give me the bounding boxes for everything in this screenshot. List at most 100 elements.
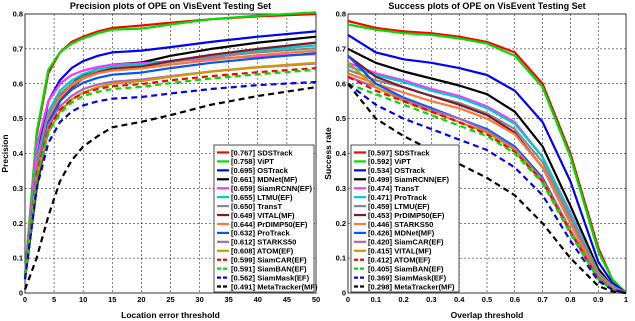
chart-title: Success plots of OPE on VisEvent Testing… [388,1,585,11]
x-tick-label: 15 [108,295,116,304]
legend-entry: [0.474] TransT [368,184,419,193]
y-tick-label: 0.1 [13,254,23,263]
legend-score: [0.591] [231,264,256,273]
y-axis-label: Precision [0,134,10,172]
legend-entry: [0.471] ProTrack [368,193,427,202]
legend-entry: [0.415] VITAL(MF) [368,247,432,256]
y-tick-label: 0.8 [13,10,23,19]
x-tick-label: 20 [137,295,145,304]
legend-name: SiamMask(EF) [394,273,446,282]
y-tick-label: 0.3 [13,184,23,193]
x-tick-label: 0 [346,295,350,304]
legend-name: SiamMask(EF) [257,273,309,282]
series-line-siamrcnn-ef- [23,53,317,276]
legend-entry: [0.499] SiamRCNN(EF) [368,175,450,184]
y-tick-label: 0 [342,289,346,298]
legend-name: MetaTracker(MF) [394,282,455,291]
legend-name: STARKS50 [394,220,433,229]
legend-score: [0.608] [231,247,256,256]
legend-entry: [0.597] SDSTrack [368,148,430,157]
legend-score: [0.597] [368,148,393,157]
legend-name: SiamRCNN(EF) [394,175,449,184]
chart-panel-2: 0 0.1 0.2 0.3 0.4 0.5 0.6 0.7 0.8 0.9 1 0 0.1 0.2 0.3 0… [323,1,628,320]
series-line-siammask-ef- [23,80,317,280]
legend-score: [0.650] [231,202,256,211]
legend-entry: [0.612] STARKS50 [231,238,296,247]
x-tick-label: 0.7 [537,295,547,304]
series-line-siamban-ef- [23,68,317,276]
legend-score: [0.474] [368,184,393,193]
series-line-atom-ef- [347,75,627,295]
legend-entry: [0.534] OSTrack [368,166,426,175]
x-tick-label: 5 [52,295,56,304]
legend-score: [0.426] [368,229,393,238]
y-tick-label: 0.4 [13,149,24,158]
x-tick-label: 0.9 [593,295,603,304]
legend-score: [0.298] [368,282,393,291]
y-tick-label: 0.3 [336,184,346,193]
legend-entry: [0.491] MetaTracker(MF) [231,282,318,291]
y-tick-label: 0.5 [336,114,346,123]
legend-entry: [0.661] MDNet(MF) [231,175,298,184]
chart-panel-1: 0 5 10 15 20 25 30 35 40 45 50 0 0.1 0.2 0.3 0.4 0.5 0.6 0… [0,1,320,320]
x-tick-label: 35 [225,295,233,304]
legend-entry: [0.420] SiamCAR(EF) [368,238,444,247]
legend-name: SiamBAN(EF) [257,264,307,273]
legend-entry: [0.591] SiamBAN(EF) [231,264,307,273]
series-line-siamrcnn-ef- [347,47,627,294]
series-line-sdstrack [347,19,627,294]
legend-entry: [0.412] ATOM(EF) [368,256,431,265]
legend-name: MetaTracker(MF) [257,282,318,291]
series-line-siamcar-ef- [23,67,317,276]
legend-name: ATOM(EF) [394,256,431,265]
y-tick-label: 0.7 [336,44,346,53]
x-axis-label: Location error threshold [121,310,220,320]
legend-score: [0.632] [231,229,256,238]
legend-entry: [0.298] MetaTracker(MF) [368,282,455,291]
legend-entry: [0.644] PrDIMP50(EF) [231,220,308,229]
legend-entry: [0.650] TransT [231,202,282,211]
legend-score: [0.599] [231,256,256,265]
legend-name: MDNet(MF) [257,175,298,184]
legend-entry: [0.695] OSTrack [231,166,289,175]
legend-name: MDNet(MF) [394,229,435,238]
legend-score: [0.562] [231,273,256,282]
x-tick-label: 30 [195,295,203,304]
legend-entry: [0.459] LTMU(EF) [368,202,430,211]
y-tick-label: 0.2 [13,219,23,228]
legend-name: STARKS50 [257,238,296,247]
legend-entry: [0.655] LTMU(EF) [231,193,293,202]
legend-score: [0.405] [368,264,393,273]
x-tick-label: 10 [79,295,87,304]
legend-name: TransT [257,202,282,211]
legend-name: LTMU(EF) [394,202,430,211]
legend-score: [0.659] [231,184,256,193]
x-tick-label: 25 [166,295,174,304]
y-axis-label: Success rate [323,127,333,180]
x-tick-label: 1 [624,295,628,304]
series-line-vipt [23,11,317,276]
legend-name: PrDIMP50(EF) [257,220,308,229]
legend-entry: [0.659] SiamRCNN(EF) [231,184,313,193]
y-tick-label: 0.2 [336,219,346,228]
y-tick-label: 0.8 [336,10,346,19]
legend-entry: [0.562] SiamMask(EF) [231,273,310,282]
legend-entry: [0.405] SiamBAN(EF) [368,264,444,273]
x-tick-label: 0.1 [371,295,381,304]
y-tick-label: 0 [19,289,23,298]
legend-score: [0.661] [231,175,256,184]
x-tick-label: 0.4 [454,295,465,304]
legend-score: [0.655] [231,193,256,202]
x-tick-label: 45 [283,295,291,304]
series-line-siammask-ef- [347,82,627,295]
legend-entry: [0.453] PrDIMP50(EF) [368,211,445,220]
legend-entry: [0.369] SiamMask(EF) [368,273,447,282]
legend-name: TransT [394,184,419,193]
legend-score: [0.369] [368,273,393,282]
y-tick-label: 0.4 [336,149,347,158]
legend-name: ViPT [257,157,274,166]
legend-name: PrDIMP50(EF) [394,211,445,220]
legend-score: [0.612] [231,238,256,247]
legend-name: ProTrack [394,193,427,202]
